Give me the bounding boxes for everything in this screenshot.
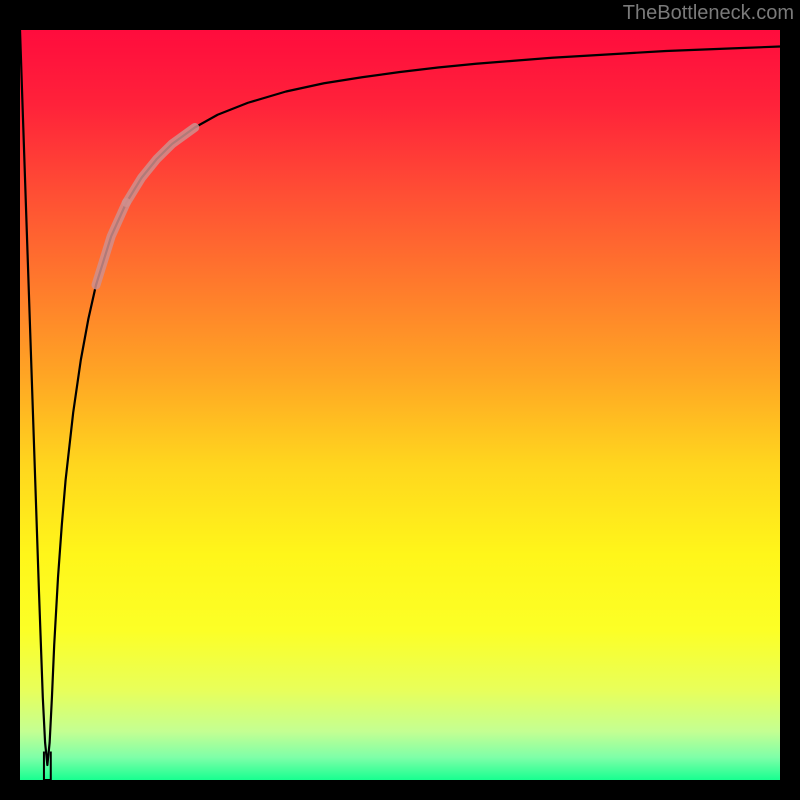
- series-bottleneck-curve: [20, 30, 780, 765]
- highlight-segment: [96, 203, 126, 286]
- watermark-text: TheBottleneck.com: [623, 2, 794, 25]
- highlight-segment: [126, 128, 194, 203]
- chart-plot-area: [20, 30, 780, 780]
- chart-svg: [20, 30, 780, 780]
